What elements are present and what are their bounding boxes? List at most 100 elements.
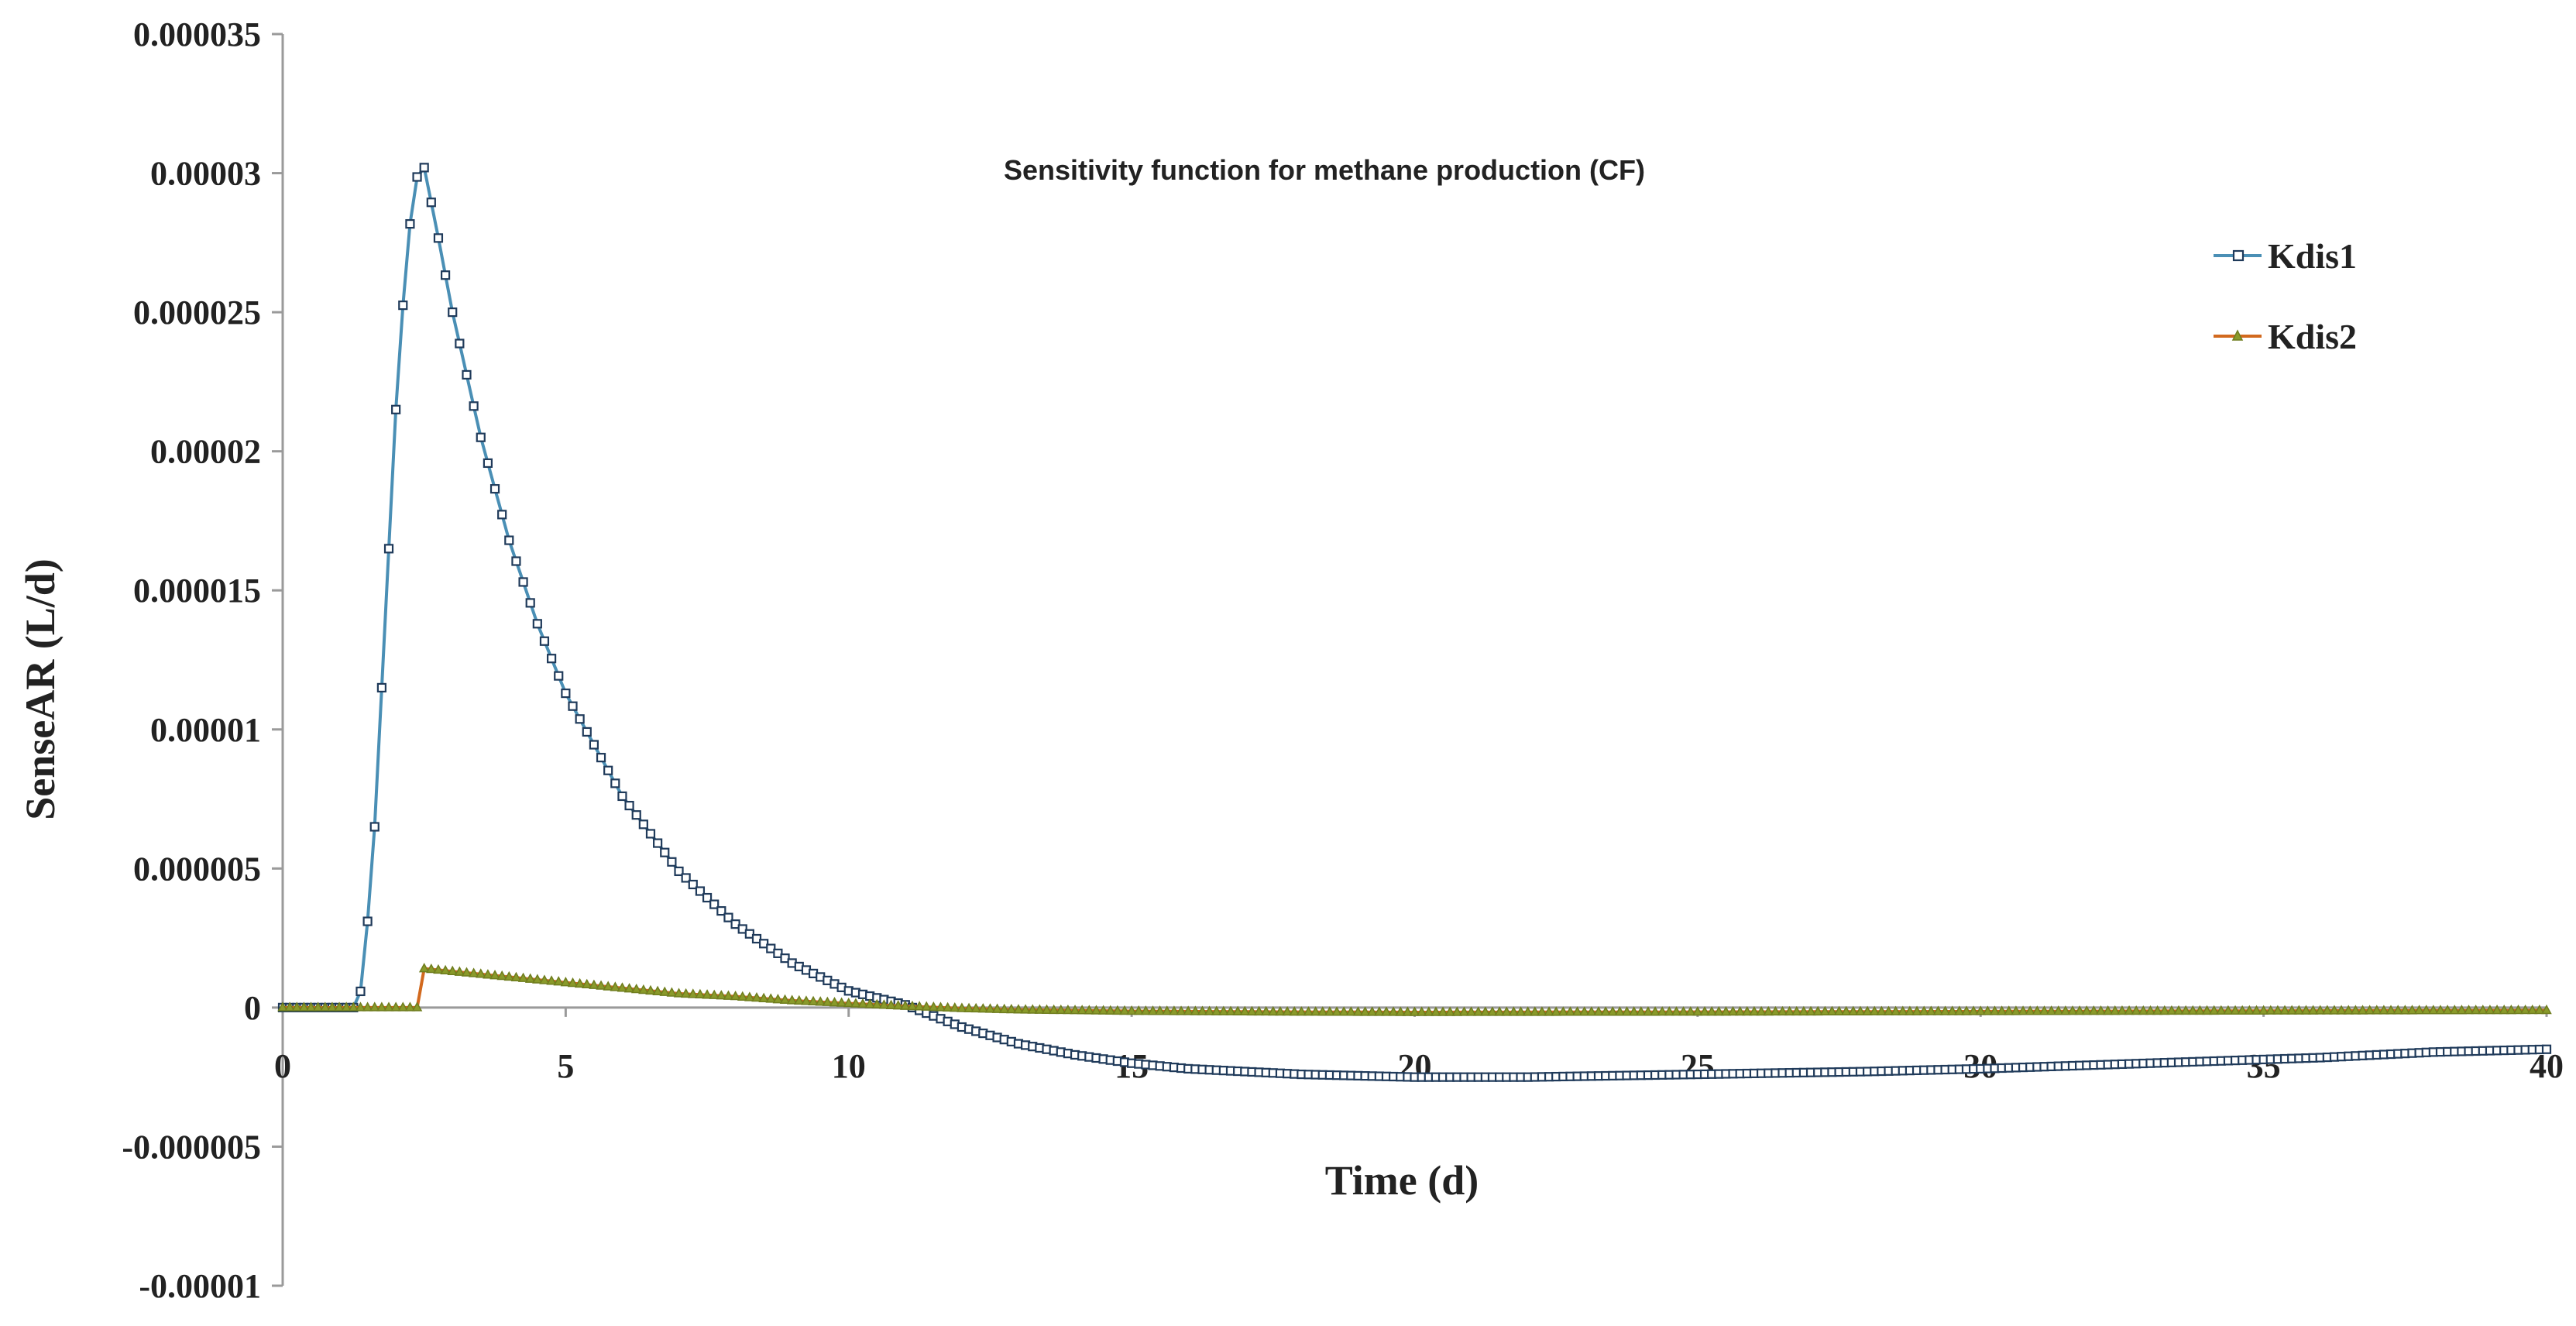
data-point (2392, 1005, 2403, 1015)
data-point (878, 999, 890, 1009)
chart-title: Sensitivity function for methane product… (1004, 154, 1645, 186)
data-point (623, 983, 635, 993)
data-point (2506, 1005, 2517, 1015)
data-point (1770, 1005, 1781, 1016)
data-point (2038, 1005, 2050, 1015)
data-point (1289, 1006, 1300, 1016)
data-point (2052, 1005, 2064, 1015)
data-point (2385, 1005, 2396, 1015)
data-point (737, 924, 747, 934)
data-point (2230, 1005, 2241, 1015)
data-point (2485, 1005, 2495, 1015)
data-point (2223, 1005, 2234, 1015)
data-point (398, 301, 408, 311)
data-point (1621, 1006, 1633, 1016)
data-point (418, 963, 430, 973)
data-point (1805, 1005, 1816, 1016)
data-point (504, 535, 514, 545)
data-point (1898, 1005, 1908, 1015)
series-layer (277, 163, 2552, 1082)
data-point (411, 1001, 423, 1012)
y-tick-label: -0.00001 (139, 1267, 261, 1305)
data-point (2534, 1004, 2545, 1015)
data-point (603, 981, 613, 991)
data-point (2300, 1005, 2312, 1015)
data-point (900, 1000, 911, 1010)
data-point (574, 977, 586, 988)
data-point (355, 986, 366, 997)
data-point (489, 970, 500, 980)
data-point (1232, 1005, 1243, 1015)
data-point (630, 983, 642, 994)
data-point (730, 990, 741, 1001)
data-point (1749, 1005, 1760, 1016)
data-point (546, 975, 557, 985)
data-point (575, 714, 585, 724)
data-point (758, 992, 769, 1002)
data-point (376, 1001, 387, 1012)
data-point (2379, 1005, 2389, 1015)
data-point (935, 1001, 946, 1012)
data-point (2032, 1005, 2043, 1015)
data-point (589, 740, 599, 750)
data-point (391, 404, 401, 414)
data-point (1784, 1005, 1795, 1016)
data-point (1664, 1006, 1675, 1016)
data-point (695, 988, 706, 999)
data-point (1013, 1004, 1024, 1014)
data-point (1140, 1005, 1152, 1015)
data-point (871, 998, 883, 1009)
data-point (2343, 1005, 2354, 1015)
data-point (510, 971, 522, 982)
data-point (645, 984, 656, 995)
data-point (1480, 1006, 1491, 1016)
data-point (2470, 1005, 2482, 1015)
data-point (2350, 1005, 2361, 1015)
data-point (348, 1001, 359, 1012)
data-point (1798, 1005, 1809, 1016)
data-point (716, 905, 726, 916)
data-point (2357, 1005, 2368, 1015)
y-ticks: 0.000035 0.00003 0.000025 0.00002 0.000015 0.… (122, 15, 283, 1305)
data-point (1918, 1005, 1929, 1015)
data-point (524, 973, 536, 983)
data-point (2201, 1005, 2213, 1015)
data-point (970, 1002, 981, 1013)
data-point (1883, 1005, 1894, 1015)
data-point (1458, 1006, 1470, 1016)
data-point (2117, 1005, 2128, 1015)
data-point (496, 970, 507, 981)
y-tick-label: 0 (244, 989, 261, 1027)
data-point (1756, 1005, 1767, 1016)
data-point (341, 1001, 352, 1012)
data-point (2526, 1004, 2538, 1015)
data-point (517, 972, 529, 982)
data-point (631, 810, 641, 820)
data-point (1260, 1005, 1272, 1016)
data-point (1763, 1005, 1774, 1016)
data-point (419, 163, 429, 173)
data-point (1558, 1006, 1569, 1016)
data-point (426, 963, 437, 974)
data-point (1104, 1005, 1116, 1015)
data-point (709, 899, 720, 909)
data-point (1925, 1005, 1937, 1015)
data-point (1020, 1004, 1031, 1014)
data-point (653, 838, 663, 848)
data-point (497, 510, 507, 520)
data-point (2541, 1004, 2552, 1015)
data-point (1515, 1006, 1527, 1016)
data-point (2095, 1005, 2107, 1015)
data-point (1275, 1005, 1286, 1016)
data-point (1424, 1006, 1434, 1016)
data-point (2216, 1005, 2227, 1015)
data-point (1932, 1005, 1944, 1015)
series-line-kdis1 (283, 163, 2547, 1079)
data-point (596, 980, 606, 990)
data-point (1388, 1006, 1399, 1016)
data-point (1996, 1005, 2008, 1015)
data-point (815, 996, 826, 1006)
legend: Kdis1 Kdis2 (2214, 236, 2357, 356)
data-point (702, 989, 713, 999)
data-point (1862, 1005, 1873, 1015)
